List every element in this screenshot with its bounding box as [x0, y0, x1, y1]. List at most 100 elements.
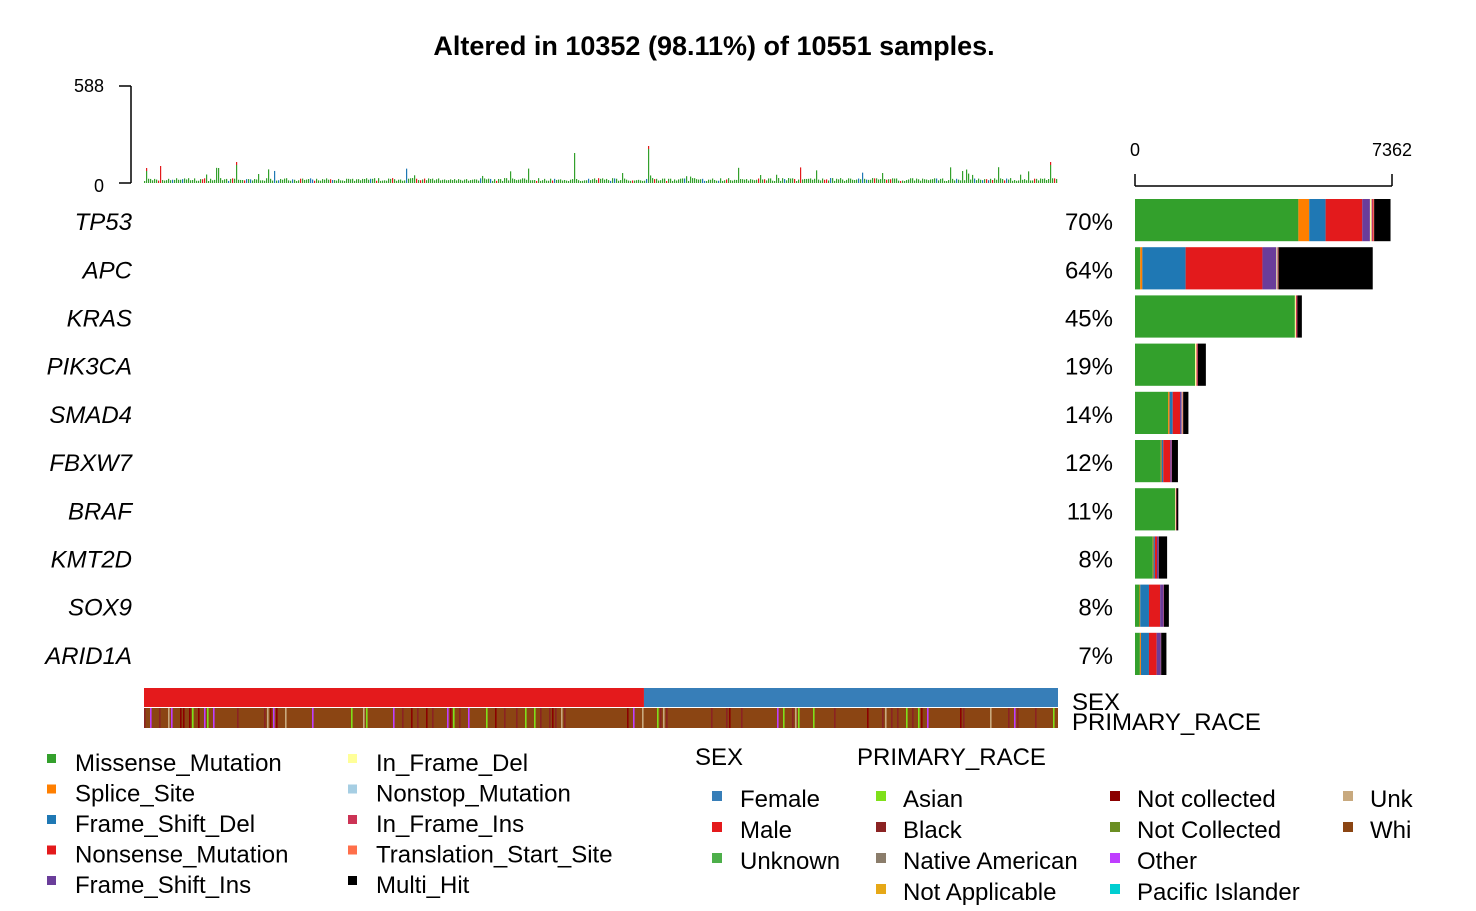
- top-bar-spike: [340, 180, 341, 183]
- top-bar-spike: [192, 180, 193, 183]
- top-bar-spike: [344, 181, 345, 183]
- top-bar-spike: [790, 179, 791, 183]
- top-bar-spike: [648, 149, 649, 183]
- top-bar-spike: [958, 180, 959, 183]
- top-bar-spike: [270, 179, 271, 183]
- race-track-stripe: [1014, 708, 1016, 728]
- top-bar-spike: [490, 179, 491, 183]
- top-bar-spike: [776, 175, 777, 183]
- side-bar-segment: [1161, 440, 1162, 482]
- top-bar-spike: [904, 181, 905, 183]
- gene-percent: 11%: [1067, 498, 1113, 525]
- top-bar-spike: [406, 169, 407, 183]
- side-bar-segment: [1196, 344, 1197, 386]
- top-bar-spike: [696, 179, 697, 183]
- top-bar-spike: [384, 180, 385, 183]
- top-bar-spike: [556, 180, 557, 183]
- top-bar-spike: [250, 179, 251, 183]
- race-legend-label: Native American: [903, 848, 1078, 875]
- top-bar-spike: [672, 181, 673, 183]
- top-bar-spike: [510, 171, 511, 183]
- top-bar-spike: [494, 179, 495, 183]
- top-bar-spike: [286, 178, 287, 183]
- top-bar-spike: [520, 179, 521, 183]
- top-bar-spike: [706, 181, 707, 183]
- race-track-stripe: [426, 708, 428, 728]
- top-bar-spike: [684, 178, 685, 183]
- race-track-stripe: [711, 708, 713, 728]
- race-track-stripe: [1035, 708, 1037, 728]
- top-bar-spike: [194, 178, 195, 183]
- top-bar-spike: [762, 179, 763, 183]
- top-bar-spike: [956, 179, 957, 183]
- race-track-stripe: [867, 708, 869, 728]
- race-track-stripe: [192, 708, 194, 728]
- legends: Missense_MutationSplice_SiteFrame_Shift_…: [47, 744, 1414, 906]
- top-bar-spike: [928, 180, 929, 183]
- race-track-base: [144, 708, 1058, 728]
- top-bar-spike: [204, 178, 205, 183]
- top-bar-spike: [386, 181, 387, 183]
- top-bar-spike: [454, 179, 455, 183]
- top-bar-spike: [566, 181, 567, 183]
- side-bar-segment: [1175, 488, 1176, 530]
- top-bar-spike: [1016, 181, 1017, 183]
- top-bar-spike: [370, 179, 371, 183]
- top-bar-spike: [582, 181, 583, 183]
- side-bar-segment: [1172, 440, 1178, 482]
- side-bar-segment: [1135, 199, 1298, 241]
- race-track-stripe: [150, 708, 152, 728]
- race-track-stripe: [960, 708, 962, 728]
- top-bar-spike: [748, 181, 749, 183]
- top-bar-spike: [668, 179, 669, 183]
- top-bar-spike: [830, 178, 831, 183]
- sex-track-segment: [144, 688, 644, 707]
- side-bar-segment: [1162, 440, 1164, 482]
- top-bar-spike: [388, 179, 389, 183]
- sex-track-segment: [644, 688, 1058, 707]
- top-bar-spike: [864, 179, 865, 183]
- race-track-stripe: [411, 708, 413, 728]
- top-bar-spike: [718, 181, 719, 183]
- top-bar-spike: [764, 179, 765, 183]
- top-bar-spike: [616, 179, 617, 183]
- top-bar-spike: [780, 181, 781, 183]
- top-bar-spike: [338, 179, 339, 183]
- top-bar-spike: [374, 178, 375, 183]
- race-track-stripe: [198, 708, 200, 728]
- top-bar-spike: [698, 180, 699, 183]
- top-bar-spike: [1054, 178, 1055, 183]
- top-bar-spike: [674, 179, 675, 183]
- gene-percent: 70%: [1065, 209, 1113, 236]
- top-bar-spike: [720, 178, 721, 183]
- top-bar-spike: [686, 176, 687, 183]
- top-bar-spike: [1006, 179, 1007, 183]
- top-bar-spike: [278, 180, 279, 183]
- top-bar-spike: [448, 180, 449, 183]
- race-track-stripe: [912, 708, 914, 728]
- top-bar-spike: [528, 169, 529, 183]
- gene-label: ARID1A: [43, 643, 132, 670]
- side-bar-segment: [1135, 633, 1140, 675]
- top-bar-spike: [292, 179, 293, 183]
- top-bar-spike: [960, 180, 961, 183]
- top-bar-spike: [778, 178, 779, 183]
- top-bar-spike: [212, 180, 213, 183]
- top-bar-spike: [554, 179, 555, 183]
- top-bar-spike: [280, 179, 281, 183]
- top-bar-spike: [236, 165, 237, 183]
- top-bar-spike: [940, 179, 941, 183]
- top-bar-spike: [618, 181, 619, 183]
- race-track-stripe: [180, 708, 182, 728]
- top-bar-spike: [1056, 179, 1057, 183]
- sex-legend-swatch: [712, 791, 722, 801]
- top-bar-spike: [168, 179, 169, 183]
- race-legend-title: PRIMARY_RACE: [857, 744, 1046, 771]
- top-bar-spike: [500, 179, 501, 183]
- top-bar-spike: [800, 167, 801, 183]
- variant-legend-swatch: [348, 846, 357, 855]
- race-legend-label: Not Collected: [1137, 817, 1281, 844]
- variant-legend-swatch: [47, 876, 56, 885]
- variant-legend-swatch: [348, 754, 357, 763]
- top-bar-spike: [948, 180, 949, 183]
